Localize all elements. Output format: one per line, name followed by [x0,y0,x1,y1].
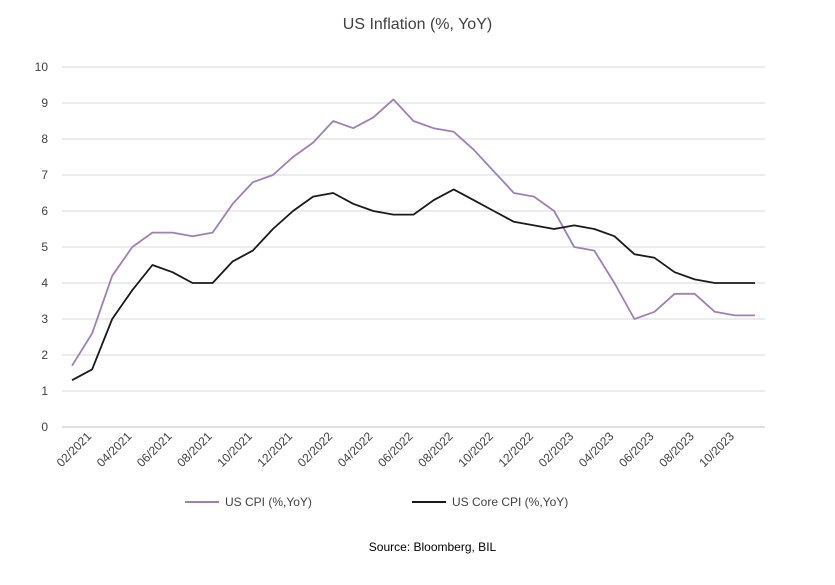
x-tick-label: 06/2021 [134,429,175,470]
legend-label-cpi: US CPI (%,YoY) [225,495,312,509]
y-tick-label: 2 [41,348,48,362]
x-tick-label: 08/2021 [174,429,215,470]
y-tick-label: 5 [41,240,48,254]
x-tick-label: 06/2022 [375,429,416,470]
y-tick-label: 1 [41,384,48,398]
legend: US CPI (%,YoY) US Core CPI (%,YoY) [0,495,835,515]
x-tick-label: 12/2021 [255,429,296,470]
y-tick-label: 0 [41,420,48,434]
x-tick-label: 04/2023 [576,429,617,470]
y-axis-ticks: 0 1 2 3 4 5 6 7 8 9 10 [35,60,49,434]
x-tick-label: 04/2021 [94,429,135,470]
x-tick-label: 10/2021 [214,429,255,470]
gridlines [62,66,765,428]
legend-label-core-cpi: US Core CPI (%,YoY) [452,495,569,509]
x-tick-label: 02/2023 [536,429,577,470]
series-line-core-cpi [71,188,755,381]
y-tick-label: 9 [41,96,48,110]
y-tick-label: 7 [41,168,48,182]
x-tick-label: 02/2022 [295,429,336,470]
y-tick-label: 3 [41,312,48,326]
x-tick-label: 12/2022 [496,429,537,470]
y-tick-label: 8 [41,132,48,146]
x-tick-label: 08/2022 [415,429,456,470]
legend-item-cpi: US CPI (%,YoY) [185,495,312,509]
x-tick-label: 02/2021 [54,429,95,470]
x-tick-label: 10/2023 [696,429,737,470]
legend-swatch-cpi [185,501,219,503]
chart-title: US Inflation (%, YoY) [342,16,493,33]
series-line-cpi [71,98,755,367]
x-axis-ticks: 02/2021 04/2021 06/2021 08/2021 10/2021 12/20… [54,429,738,470]
y-tick-label: 4 [41,276,48,290]
x-tick-label: 10/2022 [455,429,496,470]
x-tick-label: 08/2023 [656,429,697,470]
x-tick-label: 06/2023 [616,429,657,470]
source-note: Source: Bloomberg, BIL [368,540,497,554]
legend-swatch-core-cpi [412,501,446,503]
series-lines [71,98,755,381]
y-tick-label: 6 [41,204,48,218]
legend-item-core-cpi: US Core CPI (%,YoY) [412,495,568,509]
x-tick-label: 04/2022 [335,429,376,470]
y-tick-label: 10 [35,60,49,74]
